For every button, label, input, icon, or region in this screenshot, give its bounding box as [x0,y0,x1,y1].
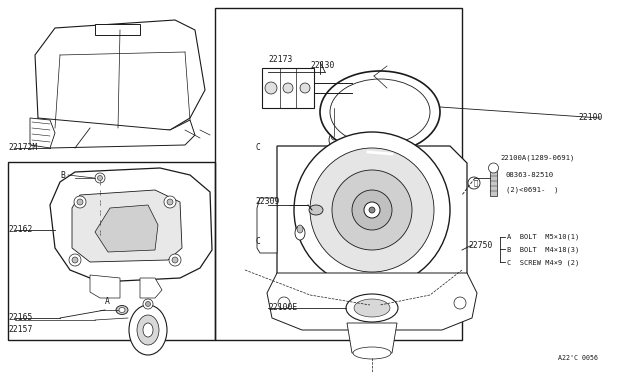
Text: 22309: 22309 [255,198,280,206]
Bar [215,8,462,340]
Circle shape [278,297,290,309]
Polygon shape [50,168,212,282]
Bar [8,162,215,340]
Circle shape [164,196,176,208]
Circle shape [294,132,450,288]
Ellipse shape [143,323,153,337]
Circle shape [468,177,480,189]
Circle shape [97,176,102,180]
Circle shape [352,190,392,230]
Text: 08363-82510: 08363-82510 [506,172,554,178]
Text: 22130: 22130 [310,61,334,70]
Circle shape [167,199,173,205]
Circle shape [143,299,153,309]
Circle shape [454,297,466,309]
Text: 22100: 22100 [578,113,602,122]
Circle shape [74,196,86,208]
Polygon shape [90,275,120,298]
Bar [262,68,314,108]
Ellipse shape [116,305,128,314]
Polygon shape [72,190,182,262]
Circle shape [95,173,105,183]
Text: Ⓢ: Ⓢ [474,180,478,186]
Ellipse shape [119,308,125,312]
Text: 22173: 22173 [268,55,292,64]
Text: (2)<0691-  ): (2)<0691- ) [506,187,559,193]
Text: B: B [60,170,65,180]
Circle shape [488,163,499,173]
Circle shape [369,207,375,213]
Ellipse shape [329,133,339,147]
Polygon shape [35,20,205,132]
Ellipse shape [320,71,440,153]
Ellipse shape [353,347,391,359]
Text: 22100E: 22100E [268,304,297,312]
Ellipse shape [297,225,303,233]
Circle shape [172,257,178,263]
Circle shape [72,257,78,263]
Ellipse shape [309,205,323,215]
Circle shape [77,199,83,205]
Text: A: A [105,298,110,307]
Circle shape [169,254,181,266]
Circle shape [300,83,310,93]
Text: 22162: 22162 [8,225,33,234]
Polygon shape [277,146,467,298]
Ellipse shape [346,294,398,322]
Circle shape [145,301,150,307]
Text: A22'C 0056: A22'C 0056 [558,355,598,361]
Polygon shape [95,205,158,252]
Circle shape [310,148,434,272]
Circle shape [265,82,277,94]
Circle shape [332,170,412,250]
Ellipse shape [137,315,159,345]
Polygon shape [347,323,397,353]
Ellipse shape [331,132,337,140]
Polygon shape [267,273,477,330]
Text: 22157: 22157 [8,326,33,334]
Text: 22100A(1289-0691): 22100A(1289-0691) [500,155,574,161]
Bar [352,76,374,100]
Text: B  BOLT  M4×18(3): B BOLT M4×18(3) [507,247,579,253]
Text: C: C [255,237,260,247]
Bar [95,24,140,35]
Text: C  SCREW M4×9 (2): C SCREW M4×9 (2) [507,260,579,266]
Bar [490,168,497,196]
Text: 22172M: 22172M [8,144,37,153]
Polygon shape [32,118,195,148]
Ellipse shape [330,79,430,145]
Text: A  BOLT  M5×10(1): A BOLT M5×10(1) [507,234,579,240]
Ellipse shape [129,305,167,355]
Polygon shape [257,198,277,253]
Text: 22165: 22165 [8,314,33,323]
Ellipse shape [354,299,390,317]
Text: C: C [255,144,260,153]
Ellipse shape [295,226,305,240]
Polygon shape [140,278,162,298]
Circle shape [364,202,380,218]
Text: 22750: 22750 [468,241,492,250]
Circle shape [283,83,293,93]
Circle shape [69,254,81,266]
Polygon shape [30,118,55,148]
